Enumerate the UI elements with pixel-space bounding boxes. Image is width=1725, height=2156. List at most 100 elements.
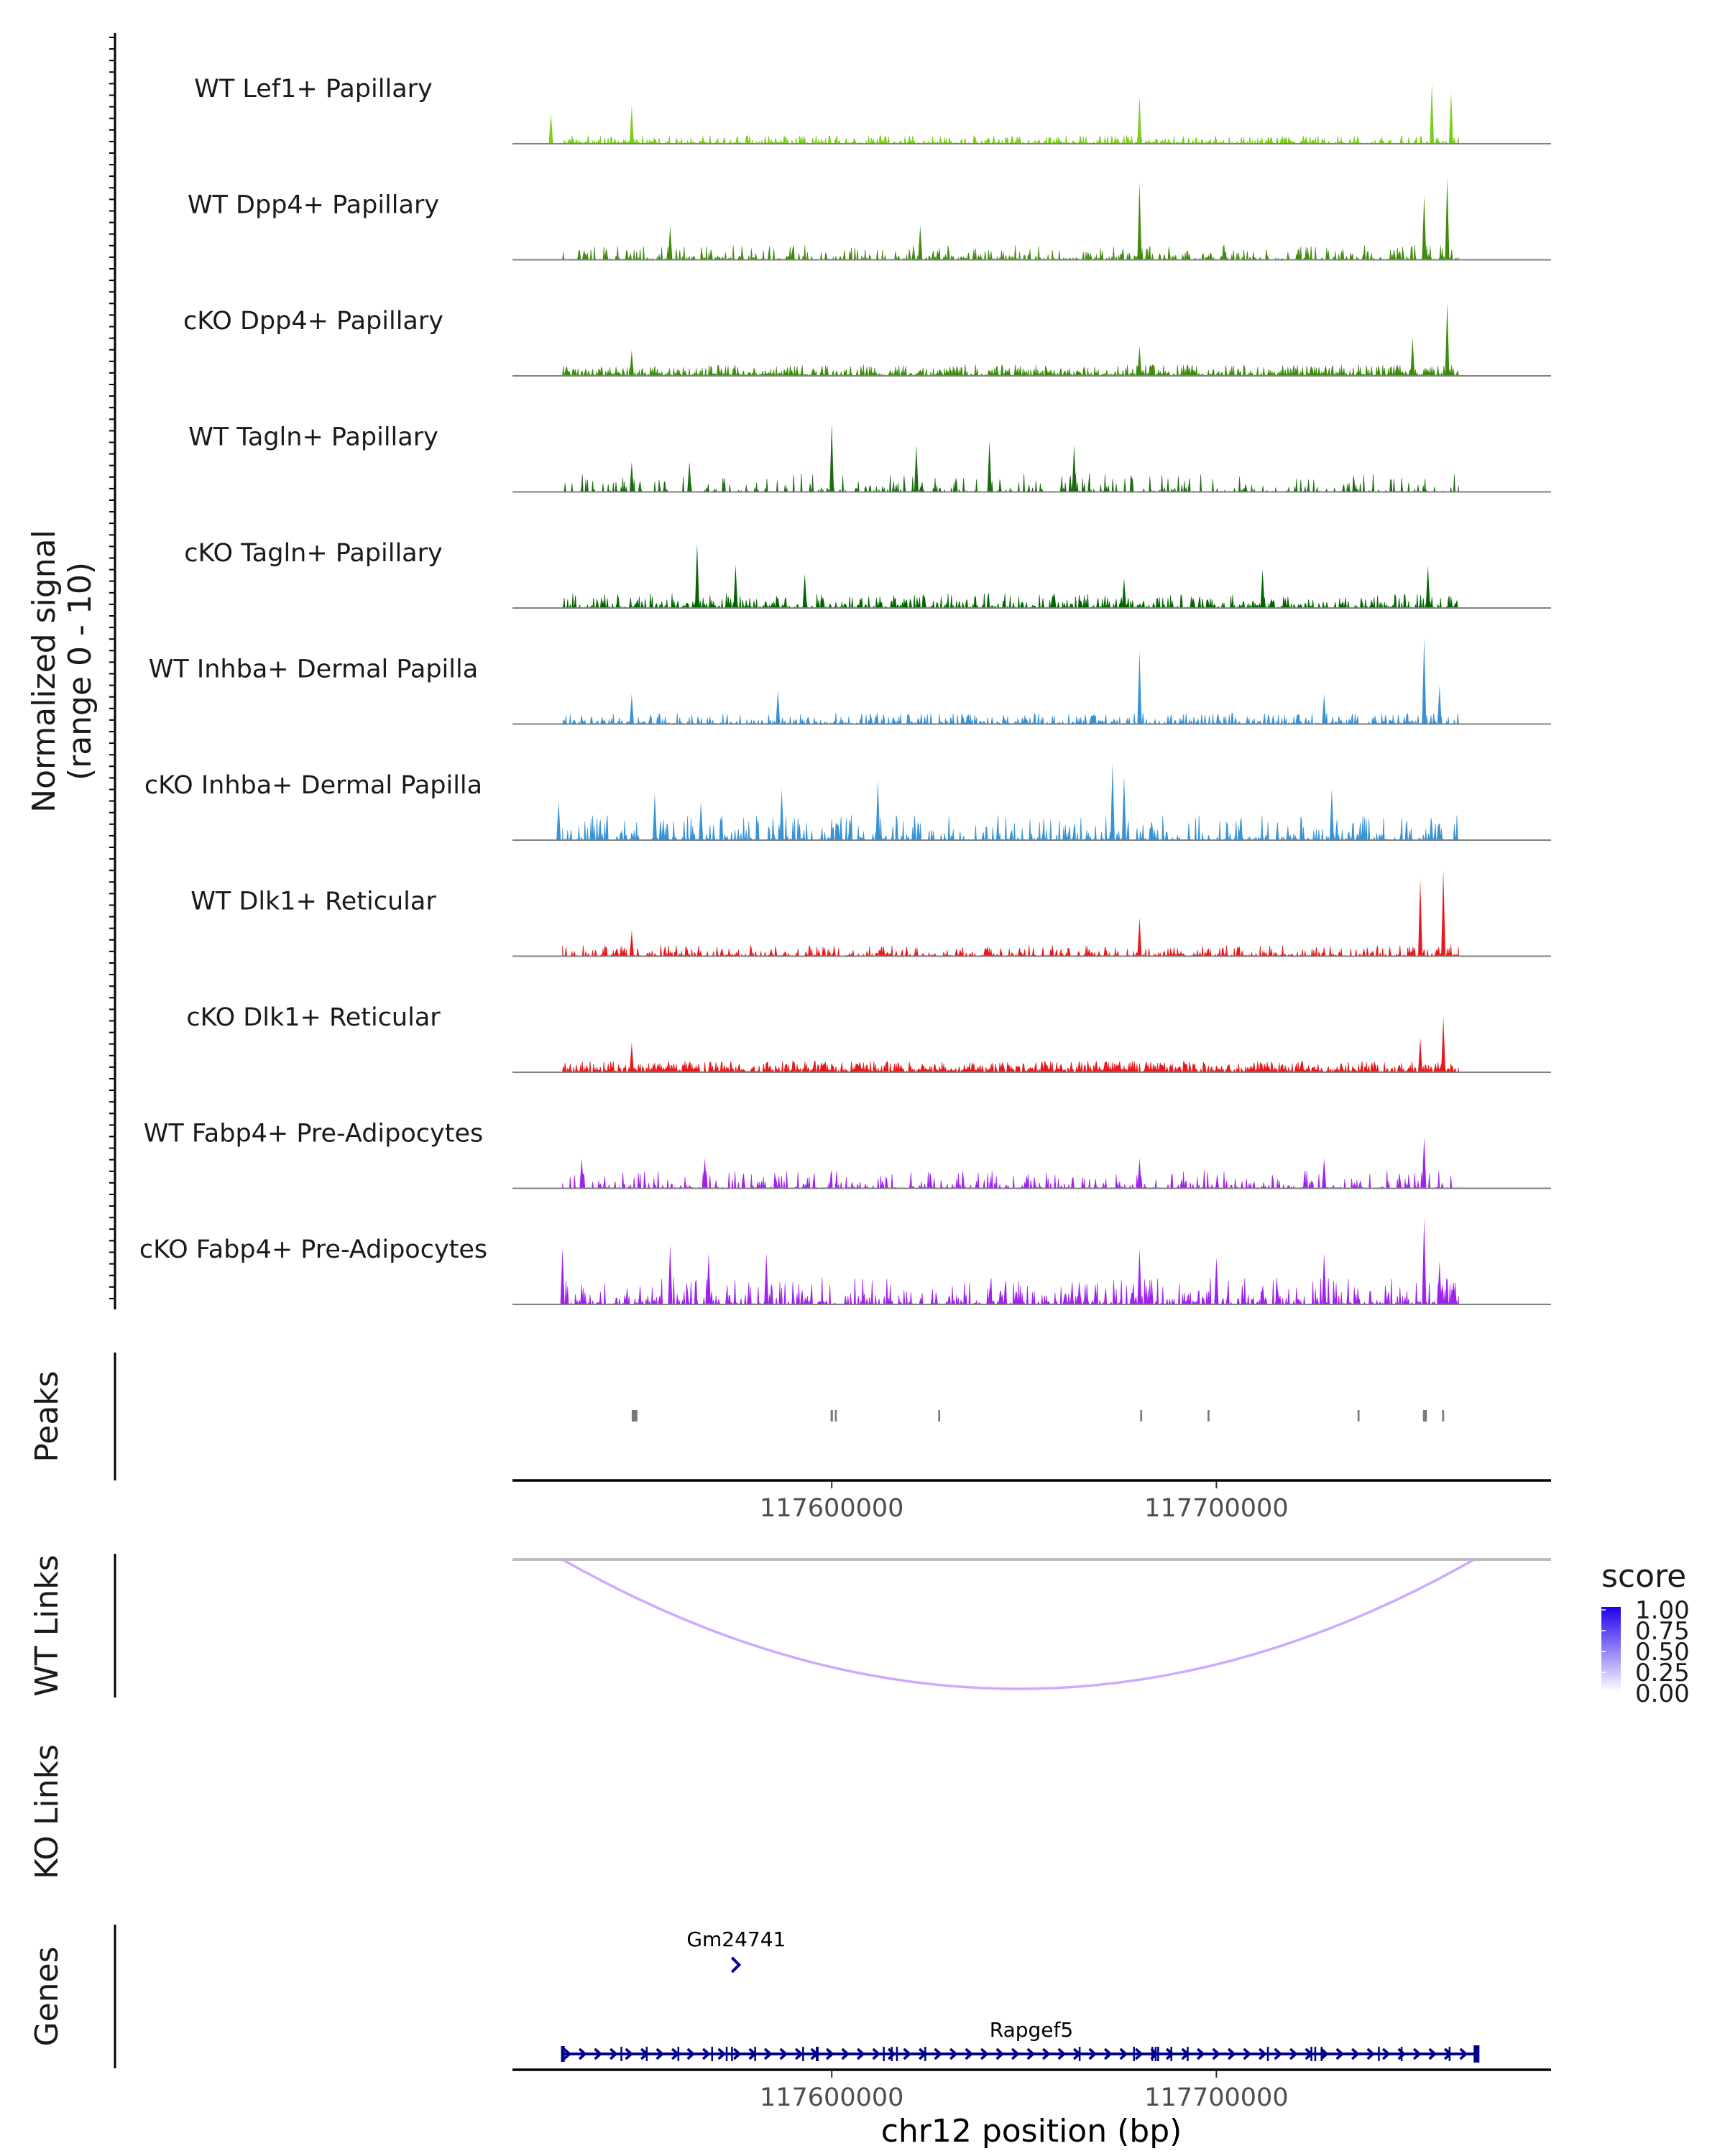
track-4: WT Tagln+ Papillary	[188, 423, 1551, 493]
signal-peak	[668, 1244, 673, 1304]
track-label: WT Dlk1+ Reticular	[190, 888, 436, 916]
exon	[924, 2047, 926, 2061]
signal-peak	[629, 461, 634, 492]
signal-peak	[1322, 1253, 1327, 1304]
strand-arrow	[1119, 2047, 1128, 2060]
strand-arrow	[763, 2047, 773, 2060]
signal-peak	[1072, 444, 1077, 492]
peak-region	[830, 1410, 833, 1422]
signal-peak	[706, 1253, 711, 1304]
strand-arrow	[1412, 2047, 1422, 2060]
strand-arrow	[1165, 2047, 1174, 2060]
signal-y-axis-ticks	[109, 37, 115, 1299]
signal-peak	[1110, 763, 1115, 840]
signal-peak	[1418, 1038, 1422, 1072]
strand-arrow	[1351, 2047, 1360, 2060]
strand-arrow	[934, 2047, 943, 2060]
legend-tick-label: 0.00	[1635, 1680, 1690, 1708]
exon	[1170, 2047, 1172, 2061]
exon	[754, 2047, 756, 2061]
signal-peak	[1425, 565, 1430, 608]
strand-arrow	[609, 2047, 618, 2060]
signal-peak	[629, 105, 634, 144]
strand-arrow	[1320, 2047, 1329, 2060]
strand-arrow	[1227, 2047, 1236, 2060]
signal-peak	[1137, 182, 1142, 260]
signal-peak	[694, 543, 699, 608]
strand-arrow	[1428, 2047, 1438, 2060]
signal-peak	[702, 1158, 707, 1189]
signal-peak	[875, 780, 880, 840]
signal-peak	[579, 1158, 584, 1189]
strand-arrow	[1057, 2047, 1067, 2060]
peak-region	[1140, 1410, 1143, 1422]
exon	[1133, 2047, 1135, 2061]
signal-peak	[668, 225, 673, 260]
signal-peak	[1445, 303, 1450, 376]
wt-link-arcs	[561, 1558, 1475, 1690]
signal-peak	[1430, 83, 1435, 144]
peak-regions	[631, 1410, 1445, 1422]
exon	[731, 2047, 733, 2061]
track-label: WT Lef1+ Papillary	[194, 75, 433, 103]
signal-peak	[629, 1042, 634, 1072]
strand-arrow	[1459, 2047, 1468, 2060]
exon	[891, 2047, 893, 2061]
signal-peak	[1322, 694, 1327, 724]
signal-peak	[829, 423, 834, 492]
signal-peak	[1121, 578, 1126, 608]
signal-peak	[1329, 788, 1334, 840]
exon	[620, 2047, 622, 2061]
signal-peak	[802, 573, 807, 608]
strand-arrow	[1381, 2047, 1391, 2060]
x-tick-label: 117600000	[760, 2083, 903, 2112]
exon	[561, 2046, 565, 2062]
signal-peak	[1437, 1261, 1442, 1304]
x-tick-label: 117600000	[760, 1494, 903, 1523]
track-11: cKO Fabp4+ Pre-Adipocytes	[139, 1218, 1551, 1306]
track-label: WT Inhba+ Dermal Papilla	[149, 655, 478, 684]
strand-arrow	[1088, 2047, 1098, 2060]
strand-arrow	[1397, 2047, 1407, 2060]
signal-peak	[1137, 1248, 1142, 1304]
legend-colorbar	[1601, 1607, 1621, 1692]
signal-peak	[687, 461, 692, 492]
strand-arrow	[825, 2047, 834, 2060]
legend-tick-label: 0.25	[1635, 1659, 1690, 1687]
signal-peak	[764, 1253, 769, 1304]
peak-region	[1442, 1410, 1445, 1422]
exon	[1151, 2047, 1154, 2061]
peak-region	[1422, 1410, 1427, 1422]
legend-tick-label: 0.75	[1635, 1617, 1690, 1646]
link-arc	[561, 1558, 1475, 1690]
strand-arrow	[1335, 2047, 1345, 2060]
strand-arrow	[732, 2047, 742, 2060]
exon	[645, 2047, 648, 2061]
signal-peak	[1410, 337, 1415, 376]
signal-peak	[987, 440, 992, 492]
strand-arrow	[1274, 2047, 1283, 2060]
gene-arrow	[730, 1956, 742, 1973]
strand-arrow	[779, 2047, 788, 2060]
signal-peak	[779, 788, 784, 840]
exon	[1473, 2045, 1480, 2063]
strand-arrow	[1243, 2047, 1252, 2060]
strand-arrow	[1041, 2047, 1051, 2060]
track-10: WT Fabp4+ Pre-Adipocytes	[144, 1120, 1551, 1189]
gene-models: Gm24741 Rapgef5	[561, 1927, 1480, 2063]
signal-peak	[1422, 1136, 1427, 1189]
exon	[677, 2047, 680, 2061]
exon	[1448, 2047, 1451, 2061]
signal-peak	[1137, 346, 1142, 376]
strand-arrow	[995, 2047, 1005, 2060]
track-8: WT Dlk1+ Reticular	[190, 870, 1551, 957]
signal-area	[562, 244, 1459, 261]
signal-peak	[629, 694, 634, 724]
x-axis-title: chr12 position (bp)	[881, 2113, 1182, 2150]
exon	[1320, 2047, 1322, 2061]
exon	[711, 2047, 713, 2061]
track-label: cKO Inhba+ Dermal Papilla	[144, 771, 482, 800]
track-3: cKO Dpp4+ Papillary	[183, 303, 1551, 377]
signal-area	[562, 1060, 1459, 1074]
signal-peak	[1418, 878, 1422, 957]
